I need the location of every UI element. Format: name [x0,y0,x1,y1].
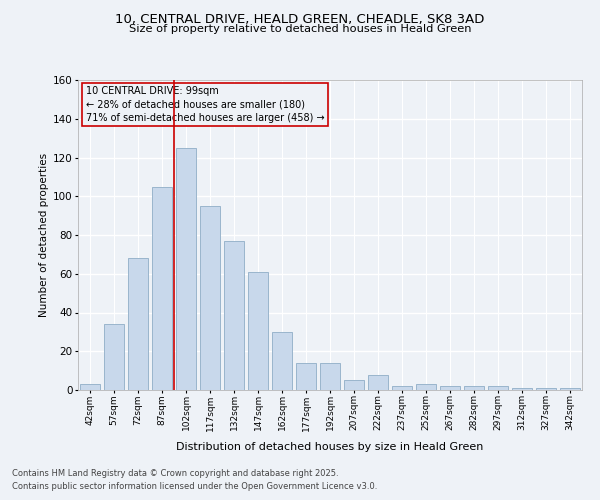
Bar [152,186,172,390]
Bar [128,258,148,390]
Bar [464,386,484,390]
Bar [296,363,316,390]
Bar [272,332,292,390]
Text: 10 CENTRAL DRIVE: 99sqm
← 28% of detached houses are smaller (180)
71% of semi-d: 10 CENTRAL DRIVE: 99sqm ← 28% of detache… [86,86,324,122]
Text: Contains HM Land Registry data © Crown copyright and database right 2025.: Contains HM Land Registry data © Crown c… [12,468,338,477]
Bar [80,384,100,390]
Bar [416,384,436,390]
Bar [176,148,196,390]
Bar [344,380,364,390]
Text: Contains public sector information licensed under the Open Government Licence v3: Contains public sector information licen… [12,482,377,491]
Text: Size of property relative to detached houses in Heald Green: Size of property relative to detached ho… [129,24,471,34]
Bar [200,206,220,390]
Y-axis label: Number of detached properties: Number of detached properties [38,153,49,317]
Bar [560,388,580,390]
Bar [104,324,124,390]
Bar [368,374,388,390]
Text: Distribution of detached houses by size in Heald Green: Distribution of detached houses by size … [176,442,484,452]
Bar [512,388,532,390]
Bar [224,241,244,390]
Bar [248,272,268,390]
Text: 10, CENTRAL DRIVE, HEALD GREEN, CHEADLE, SK8 3AD: 10, CENTRAL DRIVE, HEALD GREEN, CHEADLE,… [115,12,485,26]
Bar [440,386,460,390]
Bar [392,386,412,390]
Bar [320,363,340,390]
Bar [488,386,508,390]
Bar [536,388,556,390]
